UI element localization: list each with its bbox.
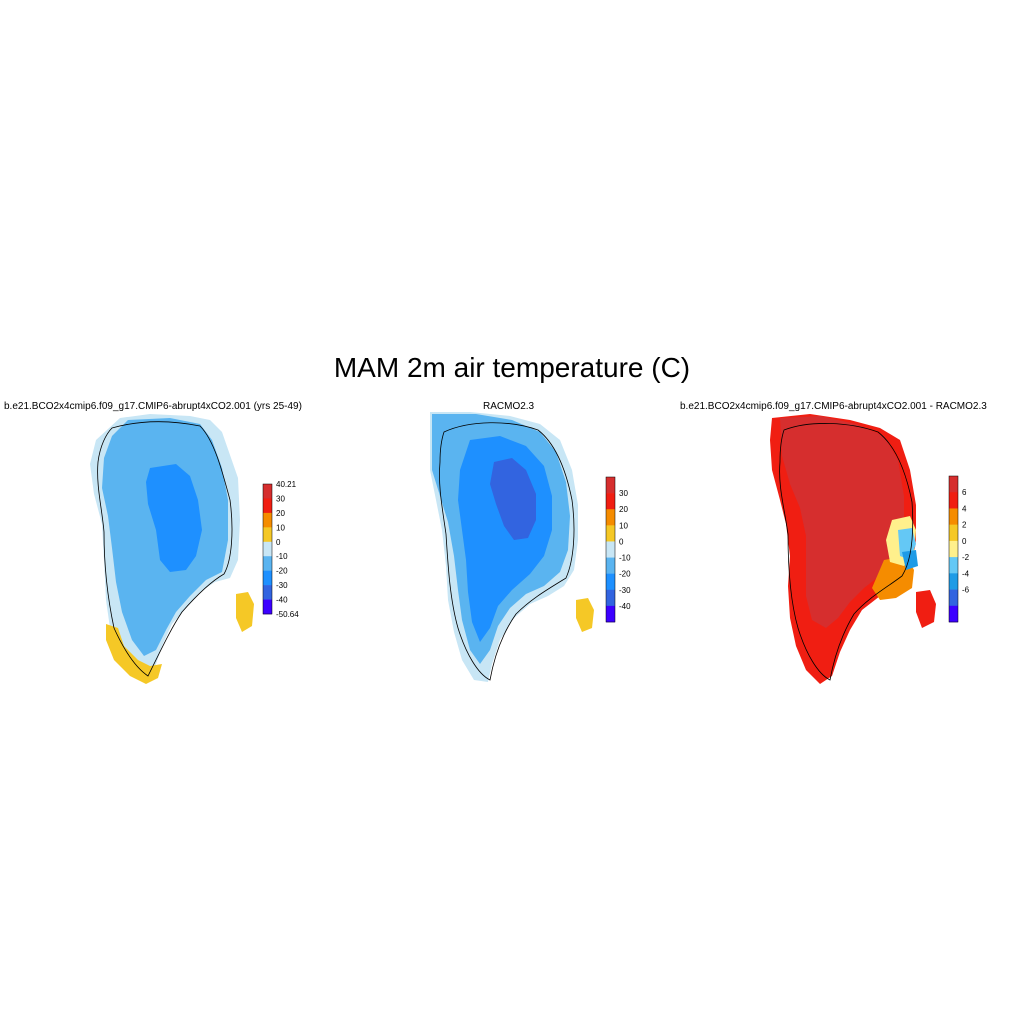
- panel-3-field-orange: [872, 556, 914, 600]
- colorbar-swatch: [949, 492, 958, 509]
- colorbar-tick-label: 4: [962, 504, 967, 513]
- panel-2-field-minus30: [490, 458, 536, 540]
- panel-1-iceland: [236, 592, 254, 632]
- colorbar-tick-label: 10: [619, 521, 628, 530]
- colorbar-tick-label: 30: [276, 494, 285, 503]
- figure-title: MAM 2m air temperature (C): [333, 352, 691, 383]
- colorbar-swatch: [263, 484, 272, 499]
- panel-2-colorbar: 30 20 10 0 -10 -20 -30 -40: [605, 476, 631, 623]
- colorbar-frame: [948, 475, 959, 623]
- colorbar-swatch: [263, 512, 272, 528]
- colorbar-swatch: [949, 589, 958, 607]
- panel-2-iceland: [576, 598, 594, 632]
- colorbar-swatch: [949, 508, 958, 525]
- colorbar-tick-label: 20: [619, 505, 628, 514]
- panel-3-coastline: [779, 423, 914, 681]
- colorbar-swatch: [949, 557, 958, 574]
- colorbar-swatch: [949, 540, 958, 558]
- panel-1-warm-south: [106, 624, 162, 684]
- colorbar-swatch: [949, 605, 958, 623]
- colorbar-tick-label: -30: [276, 581, 288, 590]
- colorbar-tick-label: 6: [962, 488, 967, 497]
- colorbar-swatch: [263, 599, 272, 615]
- colorbar-tick-label: -6: [962, 586, 970, 595]
- colorbar-tick-label: 0: [962, 537, 967, 546]
- colorbar-frame: [605, 476, 616, 623]
- colorbar-tick-label: 2: [962, 521, 967, 530]
- colorbar-swatch: [606, 589, 615, 607]
- colorbar-tick-label: -20: [619, 570, 631, 579]
- panel-1-colorbar: 40.21 30 20 10 0 -10 -20 -30 -40 -50.64: [262, 480, 299, 619]
- colorbar-swatch: [263, 585, 272, 600]
- colorbar-tick-label: -50.64: [276, 610, 299, 619]
- colorbar-swatch: [606, 557, 615, 574]
- panel-1-title: b.e21.BCO2x4cmip6.f09_g17.CMIP6-abrupt4x…: [4, 401, 302, 412]
- panel-3-field-darkred: [780, 416, 904, 628]
- panel-3-colorbar: 6 4 2 0 -2 -4 -6: [948, 475, 970, 623]
- colorbar-tick-label: 40.21: [276, 480, 297, 489]
- colorbar-tick-label: 10: [276, 523, 285, 532]
- colorbar-swatch: [606, 605, 615, 623]
- colorbar-tick-label: -20: [276, 567, 288, 576]
- colorbar-tick-label: 0: [619, 537, 624, 546]
- panel-2-title: RACMO2.3: [483, 401, 535, 412]
- panel-1-map: [90, 414, 254, 684]
- colorbar-swatch: [263, 570, 272, 586]
- colorbar-tick-label: 0: [276, 538, 281, 547]
- panel-2-map: [430, 412, 594, 682]
- colorbar-swatch: [263, 498, 272, 514]
- colorbar-tick-label: -2: [962, 553, 970, 562]
- colorbar-tick-label: -10: [619, 554, 631, 563]
- panel-3-field-blue: [902, 550, 918, 570]
- colorbar-swatch: [263, 527, 272, 543]
- colorbar-swatch: [606, 509, 615, 526]
- panel-1-coastline: [97, 421, 233, 677]
- colorbar-tick-label: 20: [276, 509, 285, 518]
- colorbar-swatch: [606, 477, 615, 494]
- colorbar-tick-label: 30: [619, 489, 628, 498]
- panel-2-coastline: [439, 422, 575, 681]
- colorbar-tick-label: -4: [962, 569, 970, 578]
- colorbar-swatch: [263, 556, 272, 571]
- colorbar-swatch: [263, 541, 272, 557]
- colorbar-swatch: [949, 524, 958, 542]
- panel-3-map: [770, 414, 936, 684]
- colorbar-tick-label: -40: [276, 596, 288, 605]
- colorbar-swatch: [949, 476, 958, 493]
- colorbar-swatch: [949, 573, 958, 590]
- colorbar-swatch: [606, 541, 615, 558]
- panel-3-title: b.e21.BCO2x4cmip6.f09_g17.CMIP6-abrupt4x…: [680, 401, 987, 412]
- colorbar-swatch: [606, 493, 615, 510]
- colorbar-swatch: [606, 573, 615, 591]
- colorbar-tick-label: -40: [619, 602, 631, 611]
- panel-1-field-minus20: [146, 464, 202, 572]
- colorbar-tick-label: -10: [276, 552, 288, 561]
- colorbar-tick-label: -30: [619, 586, 631, 595]
- colorbar-swatch: [606, 525, 615, 542]
- colorbar-frame: [262, 483, 273, 615]
- panel-3-iceland: [916, 590, 936, 628]
